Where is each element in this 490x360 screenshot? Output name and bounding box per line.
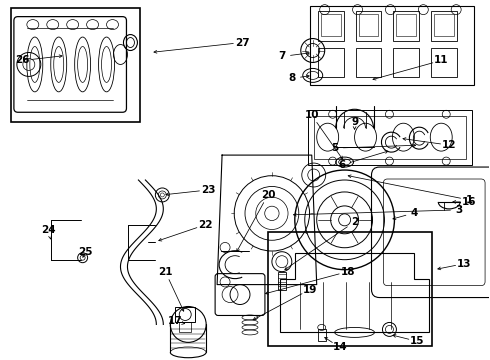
Text: 24: 24 [42, 225, 56, 235]
Text: 23: 23 [201, 185, 216, 195]
Text: 16: 16 [462, 197, 476, 207]
Bar [356, 11, 382, 41]
Text: 25: 25 [78, 247, 93, 257]
Text: 4: 4 [411, 208, 418, 218]
Text: 22: 22 [198, 220, 212, 230]
Text: 14: 14 [332, 342, 347, 352]
Text: 1: 1 [466, 195, 473, 205]
Bar [321, 14, 341, 36]
Bar [393, 48, 419, 77]
Bar [314, 116, 466, 159]
Bar [434, 14, 454, 36]
Bar [268, 232, 432, 346]
Text: 6: 6 [338, 160, 345, 170]
Text: 15: 15 [410, 336, 424, 346]
Text: 13: 13 [457, 259, 471, 269]
Text: 17: 17 [168, 316, 183, 327]
Bar [318, 11, 343, 41]
Text: 5: 5 [331, 143, 338, 153]
Text: 3: 3 [456, 205, 463, 215]
Text: 11: 11 [434, 55, 448, 66]
Bar [431, 48, 457, 77]
Bar [396, 14, 416, 36]
Text: 10: 10 [304, 110, 319, 120]
Text: 8: 8 [288, 73, 295, 84]
Text: 26: 26 [16, 55, 30, 66]
Bar [393, 11, 419, 41]
Bar [356, 48, 382, 77]
Text: 27: 27 [235, 37, 249, 48]
Bar [310, 6, 474, 85]
Bar [175, 306, 195, 323]
Bar [318, 329, 326, 341]
Bar [308, 110, 472, 165]
Bar [11, 8, 141, 122]
Bar [318, 48, 343, 77]
Bar [179, 323, 191, 332]
Text: 12: 12 [442, 140, 457, 150]
Text: 21: 21 [158, 267, 172, 276]
Text: 2: 2 [351, 217, 358, 227]
Text: 20: 20 [261, 190, 275, 200]
Bar [431, 11, 457, 41]
Text: 19: 19 [302, 284, 317, 294]
Text: 18: 18 [341, 267, 355, 276]
Bar [278, 272, 286, 289]
Text: 9: 9 [351, 117, 358, 127]
Bar [359, 14, 378, 36]
Text: 7: 7 [278, 51, 286, 62]
